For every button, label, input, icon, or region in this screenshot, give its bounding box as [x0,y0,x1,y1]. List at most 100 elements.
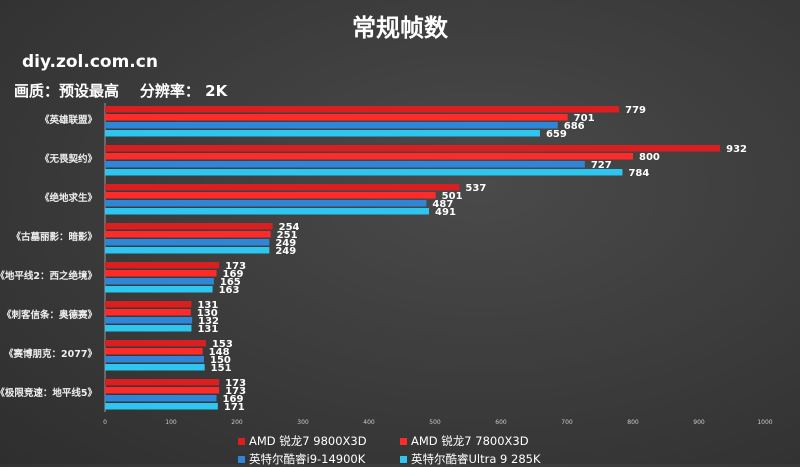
bar [105,122,558,129]
data-label: 254 [279,222,300,233]
legend-label: AMD 锐龙7 7800X3D [411,434,529,448]
bar [105,169,623,176]
bar [105,262,220,269]
legend-label: AMD 锐龙7 9800X3D [249,434,367,448]
bar [105,208,430,215]
data-label: 151 [211,363,232,374]
bar [105,325,192,332]
data-label: 251 [277,230,298,241]
legend-swatch [400,437,407,445]
bar [105,270,217,277]
data-label: 249 [275,238,296,249]
x-tick-label: 300 [297,419,309,426]
x-tick-label: 1000 [757,419,772,426]
category-label: 《赛博朋克：2077》 [4,348,97,360]
x-tick-label: 200 [231,419,243,426]
x-tick-label: 800 [627,419,639,426]
data-label: 169 [223,394,244,405]
data-label: 779 [625,105,646,116]
x-tick-label: 500 [429,419,441,426]
bar [105,114,568,121]
data-label: 686 [564,121,585,132]
data-label: 487 [432,199,453,210]
x-tick-label: 0 [103,419,107,426]
bar [105,348,203,355]
resolution-label: 分辨率： 2K [139,82,228,100]
bar [105,130,540,137]
legend-swatch [400,455,407,463]
category-label: 《刺客信条：奥德赛》 [2,309,97,321]
x-tick-label: 700 [561,419,573,426]
bar [105,317,193,324]
bar [105,364,205,371]
bar [105,403,218,410]
data-label: 163 [219,285,240,296]
data-label: 165 [220,277,241,288]
legend-swatch [238,437,245,445]
bar [105,387,220,394]
legend: AMD 锐龙7 9800X3D AMD 锐龙7 7800X3D 英特尔酷睿i9-14… [238,433,600,467]
bar [105,239,270,246]
bar [105,286,213,293]
bar [105,231,271,238]
data-label: 171 [224,402,245,413]
chart-title: 常规帧数 [352,14,448,42]
legend-item: 英特尔酷睿i9-14900K [238,451,400,467]
x-tick-label: 400 [363,419,375,426]
bar [105,247,270,254]
bar [105,309,191,316]
data-label: 537 [465,183,486,194]
settings-label: 画质：预设最高 分辨率： 2K [14,80,227,101]
bar [105,301,192,308]
category-label: 《英雄联盟》 [40,114,97,126]
legend-label: 英特尔酷睿Ultra 9 285K [411,452,541,466]
bar [105,356,204,363]
legend-label: 英特尔酷睿i9-14900K [249,452,366,466]
data-label: 659 [546,129,567,140]
data-label: 153 [212,339,233,350]
bar [105,379,220,386]
bar [105,278,214,285]
data-label: 727 [591,160,612,171]
legend-swatch [238,455,245,463]
bar [105,161,585,168]
site-watermark: diy.zol.com.cn [22,52,158,72]
category-label: 《无畏契约》 [40,153,97,165]
data-label: 701 [574,113,595,124]
legend-item: AMD 锐龙7 9800X3D [238,433,400,449]
bar [105,340,206,347]
bar [105,395,217,402]
x-tick-label: 600 [495,419,507,426]
x-tick-label: 900 [693,419,705,426]
category-label: 《绝地求生》 [40,192,97,204]
bar [105,223,273,230]
data-label: 491 [435,207,456,218]
legend-item: AMD 锐龙7 7800X3D [400,433,600,449]
data-label: 169 [223,269,244,280]
data-label: 131 [197,324,218,335]
bar [105,106,620,113]
data-label: 932 [726,144,747,155]
data-label: 800 [639,152,660,163]
data-label: 132 [198,316,219,327]
bar [105,153,633,160]
bar [105,184,460,191]
data-label: 249 [275,246,296,257]
data-label: 148 [209,347,230,358]
data-label: 131 [197,300,218,311]
quality-label: 画质：预设最高 [14,82,120,100]
bar [105,200,427,207]
data-label: 173 [225,261,246,272]
category-label: 《地平线2：西之绝境》 [0,270,97,282]
data-label: 173 [225,378,246,389]
x-tick-label: 100 [165,419,177,426]
data-label: 130 [197,308,218,319]
data-label: 501 [442,191,463,202]
data-label: 173 [225,386,246,397]
data-label: 784 [628,168,649,179]
bar [105,192,436,199]
bar [105,145,721,152]
category-label: 《古墓丽影：暗影》 [11,231,97,243]
data-label: 150 [210,355,231,366]
